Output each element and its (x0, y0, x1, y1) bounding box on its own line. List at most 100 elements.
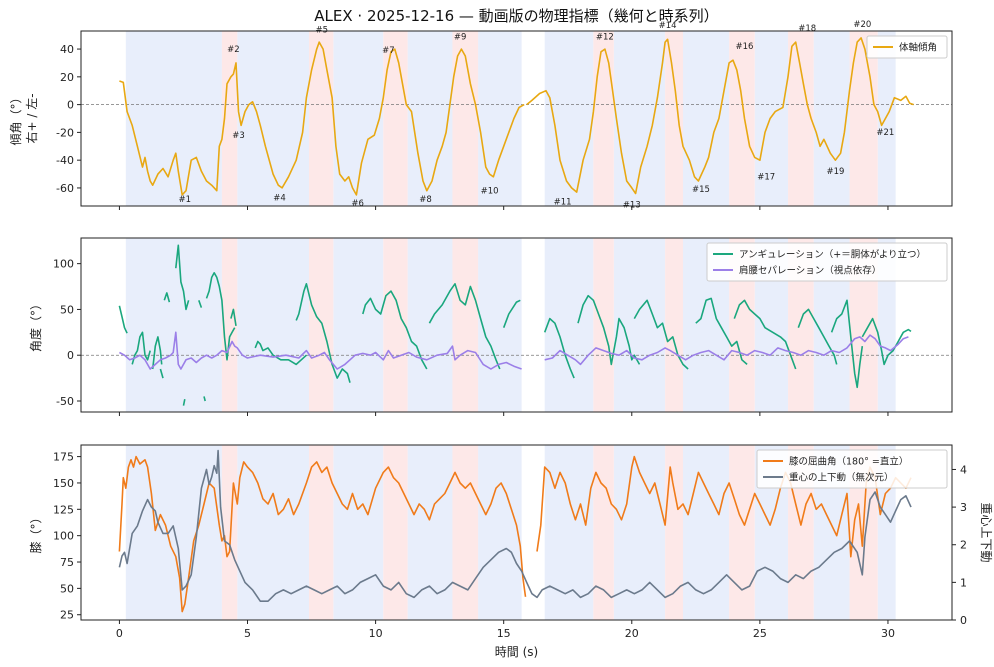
legend: アンギュレーション（+＝胴体がより立つ） 肩腰セパレーション（視点依存） (706, 242, 948, 282)
peak-label: #9 (454, 32, 467, 42)
phase-shade-blue (544, 238, 594, 412)
legend-box (866, 35, 948, 59)
y-axis-label: 角度（°） (28, 298, 43, 352)
series-line-1 (797, 308, 838, 365)
phase-shade-blue (544, 31, 594, 206)
y-tick-label: 25 (60, 609, 74, 622)
phase-shade-blue (478, 31, 522, 206)
y-tick-label: -40 (56, 154, 74, 167)
peak-label: #10 (481, 187, 499, 197)
x-tick-label: 5 (244, 627, 251, 640)
phase-shade-blue (237, 238, 309, 412)
series-line-1 (131, 331, 151, 365)
phase-shade-red (788, 31, 814, 206)
peak-label: #3 (232, 131, 245, 141)
peak-label: #19 (826, 167, 844, 177)
x-tick-label: 15 (497, 627, 511, 640)
series-line-1 (830, 299, 864, 389)
series-line-1 (159, 368, 164, 379)
series-line-1 (502, 299, 521, 328)
series-line-1 (861, 317, 912, 366)
y2-tick-label: 4 (960, 463, 967, 476)
phase-shade-blue (544, 445, 594, 620)
peak-label: #17 (757, 173, 775, 183)
series-line-1 (695, 297, 748, 365)
phase-shade-blue (478, 445, 522, 620)
y-tick-label: 50 (60, 303, 74, 316)
legend-box (706, 242, 948, 282)
legend-label: 膝の屈曲角（180° =直立） (789, 456, 908, 468)
plot-frame (80, 444, 953, 621)
x-tick-label: 0 (116, 627, 123, 640)
series-line-1 (198, 300, 203, 308)
y-axis-label: 傾角（°） (9, 91, 23, 145)
phase-shade-red (665, 238, 684, 412)
peak-label: #7 (382, 46, 395, 56)
y-tick-label: 100 (53, 258, 74, 271)
series-line-2 (118, 449, 912, 602)
y-axis-label: 膝（°） (29, 511, 43, 553)
y-tick-label: 150 (53, 477, 74, 490)
peak-label: #5 (316, 25, 329, 35)
peak-label: #1 (178, 195, 191, 205)
series-line-1 (526, 37, 914, 195)
y-tick-label: 50 (60, 582, 74, 595)
series-line-1 (633, 299, 689, 370)
phase-shade-blue (683, 31, 730, 206)
series-line-1 (733, 299, 797, 370)
phase-shade-red (452, 445, 479, 620)
y2-tick-label: 0 (960, 614, 967, 627)
peak-label: #12 (596, 32, 614, 42)
series-line-1 (118, 305, 128, 334)
phase-shade-blue (754, 31, 789, 206)
phase-shade-red (308, 31, 334, 206)
phase-shade-blue (237, 445, 309, 620)
peak-label: #6 (351, 199, 364, 209)
series-group (119, 37, 914, 196)
legend-label: アンギュレーション（+＝胴体がより立つ） (739, 249, 926, 261)
phase-shade-blue (333, 238, 384, 412)
phase-shade-blue (237, 31, 309, 206)
phase-shade-blue (333, 445, 384, 620)
peak-label: #16 (736, 42, 754, 52)
y-tick-label: 175 (53, 451, 74, 464)
legend-label: 重心の上下動（無次元） (789, 472, 894, 484)
phase-shade-blue (478, 238, 522, 412)
phase-shade-red (729, 31, 755, 206)
y-tick-label: -50 (56, 395, 74, 408)
x-tick-label: 25 (753, 627, 767, 640)
phase-shade-red (593, 445, 614, 620)
peak-label: #11 (554, 198, 572, 208)
series-line-1 (163, 292, 171, 303)
series-line-1 (362, 290, 428, 370)
series-line-1 (118, 455, 527, 613)
phase-shade-blue (877, 445, 896, 620)
series-line-2 (119, 331, 522, 370)
peak-label: #4 (273, 193, 286, 203)
series-line-1 (428, 283, 501, 370)
panel-2: -50 0 50 100 角度（°） アンギュレーション（+＝胴体がより立つ） 肩腰セパレー… (28, 237, 953, 416)
phase-shade-blue (613, 238, 666, 412)
phase-shade-red (383, 31, 408, 206)
y-tick-label: 0 (67, 99, 74, 112)
phase-shade-blue (407, 238, 453, 412)
y-tick-label: 20 (60, 71, 74, 84)
y-tick-label: -20 (56, 126, 74, 139)
y2-tick-label: 3 (960, 501, 967, 514)
y2-tick-label: 2 (960, 539, 967, 552)
legend-label: 体軸傾角 (899, 42, 937, 54)
series-line-2 (544, 334, 909, 366)
x-tick-label: 30 (881, 627, 895, 640)
peak-label: #18 (798, 24, 816, 34)
series-line-1 (254, 340, 307, 366)
y2-axis-label: 重心上下動 (979, 502, 993, 562)
phase-shade-red (383, 238, 408, 412)
x-axis-label: 時間 (s) (495, 645, 538, 659)
phase-shade-blue (683, 445, 730, 620)
peak-label: #14 (659, 21, 677, 31)
series-line-1 (203, 396, 206, 402)
peak-label: #13 (623, 200, 641, 210)
y2-tick-label: 1 (960, 576, 967, 589)
plot-frame (80, 30, 953, 207)
y-tick-label: -60 (56, 182, 74, 195)
